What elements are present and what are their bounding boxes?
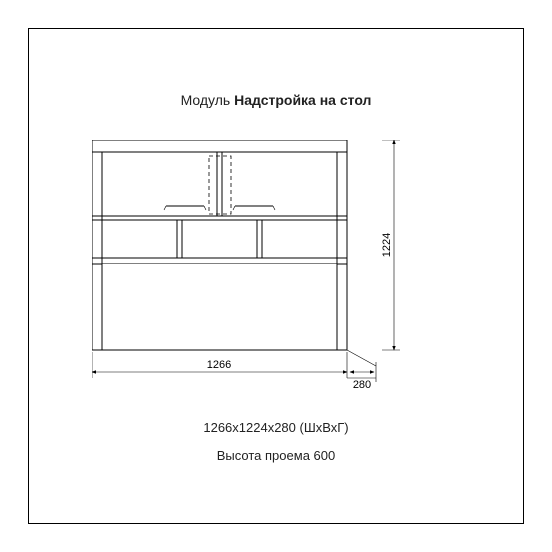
dim-width: 1266 bbox=[92, 352, 347, 378]
dim-width-label: 1266 bbox=[207, 359, 231, 371]
opening-caption: Высота проема 600 bbox=[0, 448, 552, 463]
furniture-front bbox=[92, 140, 347, 350]
handle-right-icon bbox=[233, 206, 275, 210]
title-prefix: Модуль bbox=[181, 92, 235, 108]
handle-left-icon bbox=[164, 206, 206, 210]
dim-depth: 280 bbox=[347, 350, 376, 391]
dim-depth-label: 280 bbox=[353, 379, 371, 391]
title-name: Надстройка на стол bbox=[234, 92, 371, 108]
dim-height-label: 1224 bbox=[381, 233, 393, 257]
drawing-area: 1266 1224 280 bbox=[92, 140, 472, 400]
dimensions-caption: 1266х1224х280 (ШхВхГ) bbox=[0, 420, 552, 435]
module-title: Модуль Надстройка на стол bbox=[0, 92, 552, 108]
dim-height: 1224 bbox=[381, 140, 400, 350]
